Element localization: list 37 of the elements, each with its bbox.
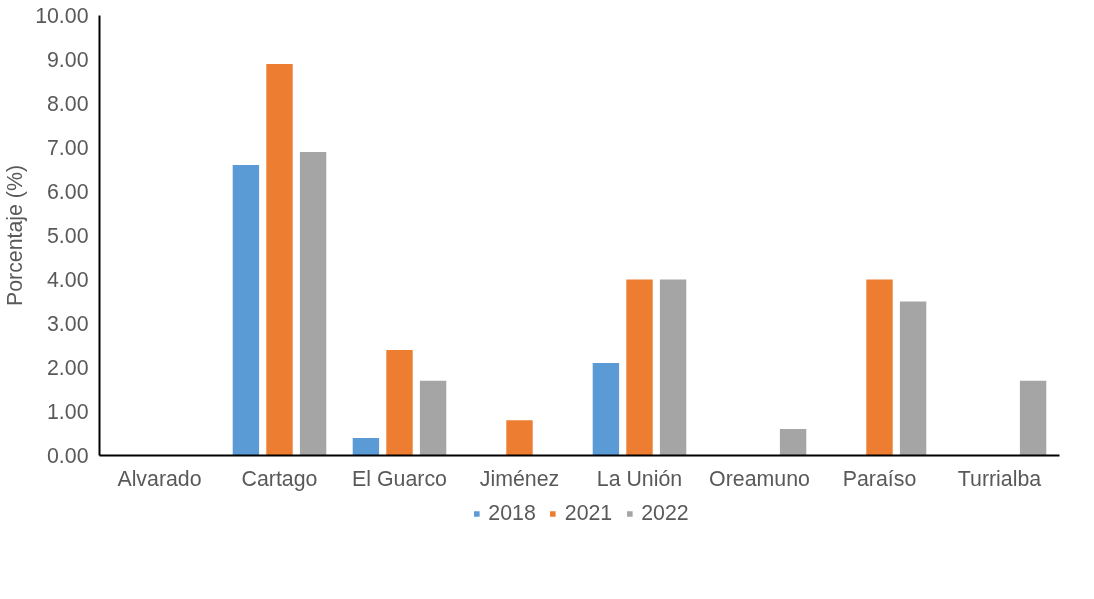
bar [592, 363, 620, 456]
y-tick-label: 10.00 [35, 4, 89, 28]
y-tick-label: 9.00 [46, 48, 89, 72]
y-tick-label: 7.00 [46, 136, 89, 160]
bar [266, 63, 293, 456]
bar [626, 279, 653, 456]
bar [866, 279, 893, 456]
bar [1019, 380, 1047, 456]
bar [779, 429, 807, 456]
x-tick-label: El Guarco [352, 466, 447, 491]
bar [299, 151, 327, 456]
legend-label: 2022 [641, 500, 689, 526]
legend-label: 2018 [488, 500, 536, 526]
x-tick-label: Paraíso [842, 466, 917, 491]
x-tick-label: Turrialba [957, 466, 1042, 491]
legend-label: 2021 [564, 500, 613, 526]
bar [419, 380, 447, 456]
y-tick-label: 1.00 [46, 400, 89, 424]
bar [659, 279, 687, 456]
bar [352, 437, 380, 456]
y-tick-label: 4.00 [46, 268, 89, 292]
bar [386, 349, 413, 456]
y-tick-label: 3.00 [46, 312, 89, 336]
bar [232, 165, 260, 456]
y-tick-label: 6.00 [46, 180, 89, 204]
x-tick-label: Alvarado [117, 466, 202, 491]
y-tick-label: 0.00 [46, 444, 89, 468]
x-tick-label: La Unión [596, 466, 683, 491]
y-tick-label: 2.00 [46, 356, 89, 380]
bar [506, 420, 533, 456]
bar [899, 301, 927, 456]
x-tick-label: Oreamuno [709, 466, 810, 491]
y-tick-label: 8.00 [46, 92, 89, 116]
y-axis-title: Porcentaje (%) [3, 164, 28, 307]
x-tick-label: Jiménez [479, 466, 560, 491]
y-tick-label: 5.00 [46, 224, 89, 248]
x-tick-label: Cartago [241, 466, 318, 491]
